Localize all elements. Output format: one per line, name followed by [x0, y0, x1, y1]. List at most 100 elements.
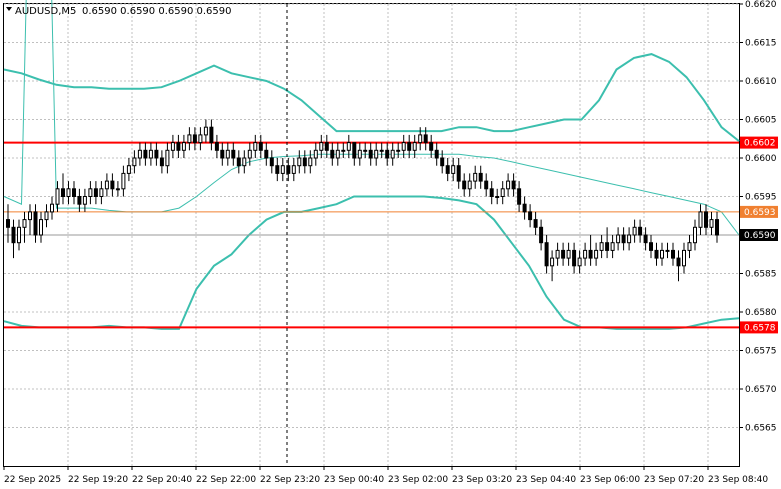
candle	[550, 250, 555, 282]
candle-body	[379, 149, 384, 152]
candle	[148, 142, 153, 166]
candle	[357, 142, 362, 166]
x-tick-label: 22 Sep 20:40	[132, 475, 192, 485]
x-tick-label: 23 Sep 06:00	[580, 475, 640, 485]
candle	[324, 134, 329, 158]
candle-body	[638, 226, 643, 236]
candle	[50, 196, 54, 220]
candle	[555, 242, 560, 266]
candle-body	[82, 196, 87, 205]
price-badges: 0.6602 0.6593 0.6578 0.6590	[740, 136, 778, 334]
candle	[126, 158, 131, 182]
candle-body	[390, 149, 395, 159]
candle-body	[357, 149, 362, 159]
candle-body	[11, 226, 16, 244]
candle	[61, 173, 65, 205]
candle-body	[66, 188, 71, 198]
candle	[544, 235, 549, 274]
candle	[632, 219, 637, 243]
candle-body	[159, 157, 164, 167]
y-tick-label: 0.6595	[745, 193, 777, 203]
candle-body	[610, 242, 615, 251]
candle	[335, 142, 340, 166]
x-tick-label: 22 Sep 2025	[4, 475, 61, 485]
candle-body	[203, 126, 208, 136]
candle	[434, 142, 439, 166]
candle	[698, 204, 703, 235]
candle	[39, 211, 43, 243]
candle	[396, 142, 401, 158]
candle-body	[616, 234, 621, 244]
candle-body	[258, 142, 263, 151]
x-tick-label: 22 Sep 22:00	[196, 475, 256, 485]
candle	[363, 142, 368, 158]
candle-body	[341, 149, 346, 152]
candle-body	[121, 172, 126, 190]
y-tick-label: 0.6615	[745, 39, 777, 49]
y-tick-label: 0.6570	[745, 385, 777, 395]
candle	[44, 204, 49, 228]
candle	[374, 142, 379, 166]
candle	[660, 242, 664, 266]
candle	[297, 150, 302, 174]
candle-body	[418, 134, 423, 144]
chart-header: AUDUSD,M5 0.6590 0.6590 0.6590 0.6590	[6, 6, 232, 17]
candle-body	[544, 242, 549, 267]
candle	[577, 250, 582, 274]
candle-body	[55, 188, 60, 205]
candle-body	[104, 180, 109, 190]
candle	[17, 219, 21, 251]
candle-body	[577, 257, 582, 267]
candle	[341, 142, 346, 158]
candle	[418, 127, 423, 151]
candle-body	[346, 142, 351, 151]
candle	[506, 173, 511, 197]
candle	[682, 242, 686, 274]
candle-body	[242, 157, 247, 167]
candle	[605, 227, 610, 259]
candle	[517, 181, 522, 212]
candle-body	[148, 149, 153, 159]
candle-body	[313, 149, 318, 159]
candle-body	[500, 188, 505, 198]
candle-body	[473, 172, 478, 182]
candle-body	[445, 165, 450, 174]
candle-body	[572, 249, 577, 267]
candle-body	[594, 249, 599, 259]
candle-body	[401, 142, 406, 151]
candle	[687, 235, 692, 259]
candle	[445, 158, 450, 182]
candle-body	[137, 149, 142, 159]
candle	[209, 119, 214, 151]
candle-body	[671, 249, 675, 259]
candle-body	[665, 249, 670, 252]
candle	[423, 127, 428, 151]
candle	[170, 134, 175, 158]
candle	[93, 181, 98, 205]
candle	[643, 227, 648, 251]
candle	[198, 127, 203, 151]
candle	[654, 242, 659, 266]
candle	[665, 242, 670, 259]
candle-body	[462, 180, 467, 190]
candle	[379, 142, 384, 158]
candle	[478, 165, 483, 189]
candle	[154, 142, 159, 166]
candle-body	[297, 157, 302, 167]
x-tick-label: 23 Sep 02:00	[388, 475, 448, 485]
candle-body	[88, 188, 93, 198]
candle-body	[231, 149, 236, 159]
candle	[88, 181, 93, 205]
candle-body	[264, 149, 269, 159]
candle	[308, 150, 313, 174]
candle	[236, 150, 241, 174]
candle	[715, 211, 719, 243]
x-tick-label: 22 Sep 19:20	[68, 475, 128, 485]
dropdown-triangle-icon[interactable]	[6, 7, 12, 11]
candle	[104, 173, 109, 197]
candle-body	[627, 234, 632, 244]
candle	[385, 142, 390, 166]
candle-body	[440, 157, 445, 167]
candle	[275, 158, 280, 182]
